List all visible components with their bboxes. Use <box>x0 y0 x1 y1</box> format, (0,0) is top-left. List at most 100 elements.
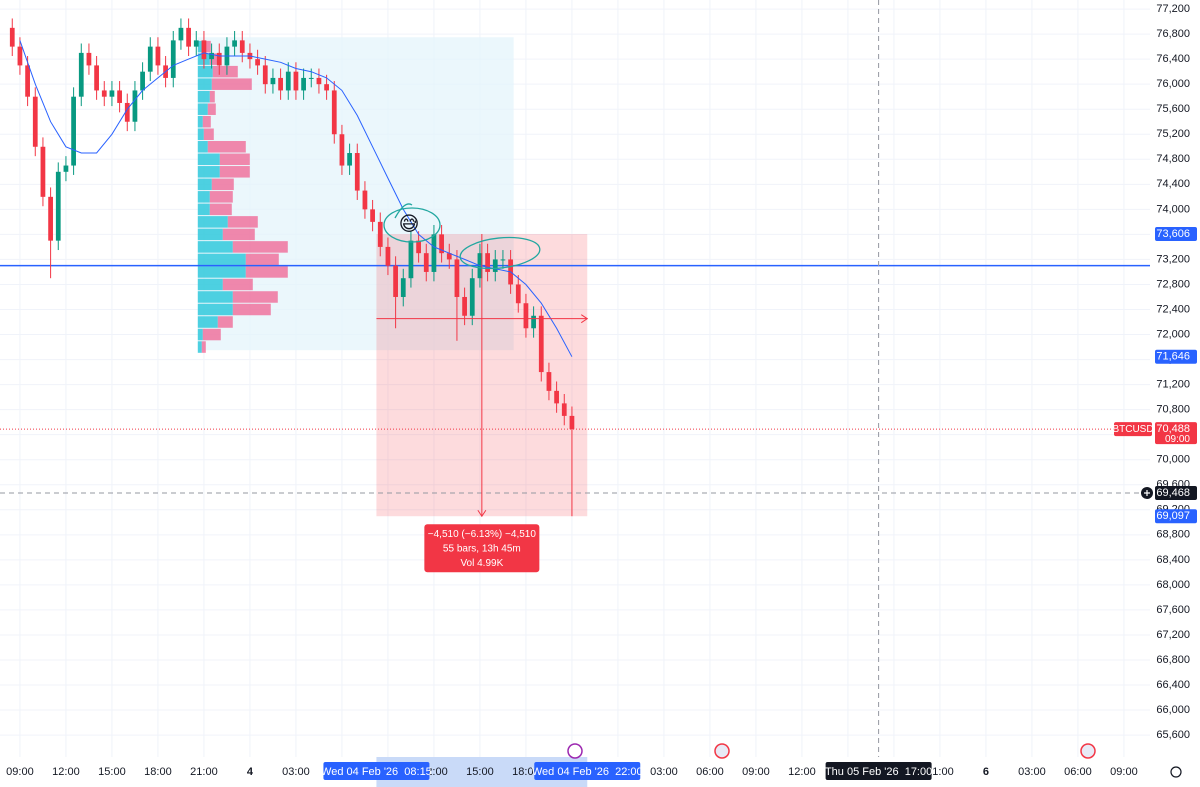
price-badge <box>1155 227 1197 242</box>
profile-down-bar <box>245 253 279 266</box>
x-tick-label: 03:00 <box>650 766 678 778</box>
candle-body <box>301 77 306 91</box>
candle-body <box>270 77 276 85</box>
y-tick-label: 76,800 <box>1156 28 1190 40</box>
candle-body <box>385 246 391 266</box>
candle-body <box>546 372 552 391</box>
candle-body <box>94 65 99 91</box>
profile-down-bar <box>245 266 288 278</box>
candle-body <box>354 153 360 191</box>
profile-down-bar <box>202 328 221 341</box>
y-tick-label: 68,800 <box>1156 529 1190 541</box>
profile-up-bar <box>197 90 210 103</box>
candle-body <box>485 253 490 272</box>
candle-body <box>431 234 437 272</box>
y-tick-label: 68,400 <box>1156 554 1190 566</box>
y-tick-label: 72,400 <box>1156 303 1190 315</box>
price-badge-label: 71,646 <box>1156 351 1190 363</box>
y-tick-label: 76,400 <box>1156 53 1190 65</box>
profile-down-bar <box>219 153 250 166</box>
candle-body <box>362 190 368 210</box>
measure-text: −4,510 (−6.13%) −4,510 <box>428 529 537 540</box>
profile-up-bar <box>197 216 228 228</box>
candle-body <box>186 27 191 47</box>
profile-up-bar <box>197 328 203 341</box>
profile-up-bar <box>197 278 223 291</box>
time-badge <box>825 762 932 780</box>
y-tick-label: 74,000 <box>1156 203 1190 215</box>
time-badge-label: Thu 05 Feb '26 17:00 <box>825 766 932 778</box>
candle-body <box>48 196 53 241</box>
candle-body <box>316 77 322 85</box>
y-tick-label: 67,600 <box>1156 604 1190 616</box>
price-badge-label: 69,468 <box>1156 487 1190 499</box>
candle-body <box>561 403 567 416</box>
drawing-stroke <box>394 203 413 219</box>
measure-text: Vol 4.99K <box>460 558 503 569</box>
x-tick-label: 09:00 <box>6 766 34 778</box>
drawing-ellipse <box>459 236 541 270</box>
candle-body <box>515 284 521 304</box>
y-tick-label: 76,000 <box>1156 78 1190 90</box>
profile-up-bar <box>197 266 246 278</box>
candle-body <box>569 415 575 430</box>
measure-arrow-head <box>477 509 487 518</box>
candle-body <box>500 259 506 261</box>
x-tick-label: 6 <box>983 766 989 778</box>
candle-body <box>178 27 184 41</box>
candle-body <box>423 253 429 272</box>
profile-down-bar <box>201 341 206 353</box>
profile-down-bar <box>222 278 253 291</box>
profile-up-bar <box>197 115 203 128</box>
measure-arrow-head <box>580 314 589 324</box>
y-tick-label: 75,600 <box>1156 103 1190 115</box>
settings-icon[interactable] <box>1170 766 1182 778</box>
x-tick-label: 06:00 <box>696 766 724 778</box>
time-badge <box>534 762 641 780</box>
candle-body <box>40 146 46 197</box>
candle-body <box>78 52 84 97</box>
profile-up-bar <box>197 153 220 166</box>
y-tick-label: 73,200 <box>1156 253 1190 265</box>
candle-body <box>377 221 383 247</box>
profile-down-bar <box>209 53 220 65</box>
annotation-emoji: 😅 <box>399 213 420 235</box>
candle-body <box>393 265 398 297</box>
candle-body <box>370 209 375 222</box>
y-tick-label: 66,400 <box>1156 679 1190 691</box>
price-badge-label: 73,606 <box>1156 228 1190 240</box>
symbol-tag-label: BTCUSD <box>1112 424 1153 435</box>
profile-up-bar <box>197 253 246 266</box>
candle-body <box>439 234 444 254</box>
candle-body <box>554 390 559 404</box>
profile-up-bar <box>197 141 208 153</box>
x-tick-label: 03:00 <box>282 766 310 778</box>
event-icon <box>1080 743 1096 759</box>
candle-body <box>492 259 498 272</box>
profile-up-bar <box>197 303 233 316</box>
profile-down-bar <box>232 303 271 316</box>
profile-up-bar <box>197 128 204 141</box>
profile-up-bar <box>197 178 212 191</box>
profile-down-bar <box>209 191 233 203</box>
profile-down-bar <box>207 141 246 153</box>
candle-body <box>446 253 452 260</box>
profile-up-bar <box>197 191 210 203</box>
x-tick-label: 18:00 <box>512 766 540 778</box>
candle-body <box>538 315 544 373</box>
candle-body <box>155 46 161 66</box>
x-tick-label: 12:00 <box>52 766 80 778</box>
candle-body <box>170 40 176 78</box>
candle-body <box>201 40 207 60</box>
profile-up-bar <box>197 316 218 328</box>
profile-down-bar <box>219 166 250 178</box>
candle-body <box>193 40 199 47</box>
price-badge <box>1155 349 1197 364</box>
x-tick-label: 09:00 <box>1110 766 1138 778</box>
time-badge <box>323 762 430 780</box>
price-badge-countdown: 09:00 <box>1165 434 1190 445</box>
x-tick-label: 15:00 <box>98 766 126 778</box>
x-tick-label: 03:00 <box>1018 766 1046 778</box>
candle-body <box>262 65 268 85</box>
